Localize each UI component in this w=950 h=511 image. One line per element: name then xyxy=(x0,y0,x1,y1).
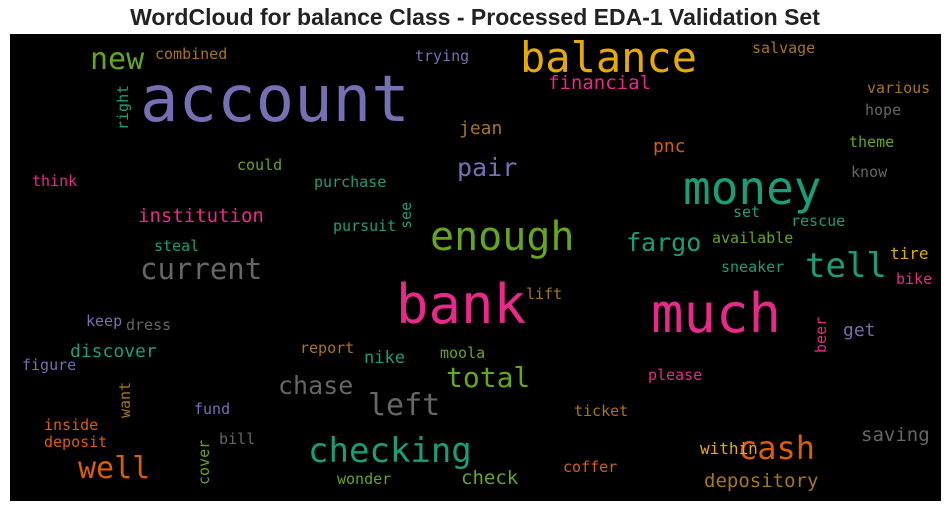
word-within: within xyxy=(700,441,758,457)
word-account: account xyxy=(140,68,410,132)
word-bike: bike xyxy=(896,272,932,287)
word-know: know xyxy=(851,165,887,180)
word-available: available xyxy=(712,231,793,246)
word-institution: institution xyxy=(138,207,264,226)
word-fund: fund xyxy=(194,402,230,417)
word-pnc: pnc xyxy=(653,138,686,156)
word-report: report xyxy=(300,341,354,356)
word-fargo: fargo xyxy=(626,230,701,255)
word-chase: chase xyxy=(278,373,353,398)
word-left: left xyxy=(368,391,440,421)
word-steal: steal xyxy=(154,239,199,254)
word-well: well xyxy=(78,454,150,484)
word-pursuit: pursuit xyxy=(333,219,396,234)
word-get: get xyxy=(843,322,876,340)
word-new: new xyxy=(90,45,144,75)
word-current: current xyxy=(140,255,262,284)
word-coffer: coffer xyxy=(563,460,617,475)
word-sneaker: sneaker xyxy=(721,260,784,275)
word-figure: figure xyxy=(22,358,76,373)
word-nike: nike xyxy=(364,350,405,367)
word-purchase: purchase xyxy=(314,175,386,190)
word-depository: depository xyxy=(704,472,818,491)
word-inside: inside xyxy=(44,418,98,433)
chart-title: WordCloud for balance Class - Processed … xyxy=(0,4,950,31)
word-combined: combined xyxy=(155,47,227,62)
word-tell: tell xyxy=(805,249,887,283)
word-jean: jean xyxy=(459,120,502,138)
word-ticket: ticket xyxy=(574,404,628,419)
word-set: set xyxy=(733,205,760,220)
word-trying: trying xyxy=(415,49,469,64)
word-keep: keep xyxy=(86,314,122,329)
word-think: think xyxy=(32,174,77,189)
word-wonder: wonder xyxy=(337,472,391,487)
word-cover: cover xyxy=(197,440,212,485)
word-see: see xyxy=(399,202,414,229)
word-deposit: deposit xyxy=(44,435,107,450)
word-right: right xyxy=(116,85,131,130)
word-discover: discover xyxy=(70,343,157,361)
word-checking: checking xyxy=(308,434,472,468)
word-bill: bill xyxy=(219,432,255,447)
word-financial: financial xyxy=(548,74,651,93)
word-pair: pair xyxy=(457,155,517,180)
word-tire: tire xyxy=(890,246,929,262)
word-could: could xyxy=(237,158,282,173)
word-dress: dress xyxy=(126,318,171,333)
word-beer: beer xyxy=(814,317,829,353)
word-theme: theme xyxy=(849,135,894,150)
word-much: much xyxy=(651,287,781,341)
word-rescue: rescue xyxy=(791,214,845,229)
word-lift: lift xyxy=(526,287,562,302)
word-enough: enough xyxy=(430,217,575,257)
word-various: various xyxy=(867,81,930,96)
word-salvage: salvage xyxy=(752,41,815,56)
word-check: check xyxy=(461,469,518,488)
word-hope: hope xyxy=(865,103,901,118)
word-please: please xyxy=(648,368,702,383)
word-total: total xyxy=(446,364,530,392)
word-want: want xyxy=(118,382,133,418)
word-cloud-canvas: account bank much money balance enough tell che… xyxy=(10,34,941,501)
word-saving: saving xyxy=(861,426,930,445)
word-bank: bank xyxy=(396,278,526,332)
word-moola: moola xyxy=(440,346,485,361)
